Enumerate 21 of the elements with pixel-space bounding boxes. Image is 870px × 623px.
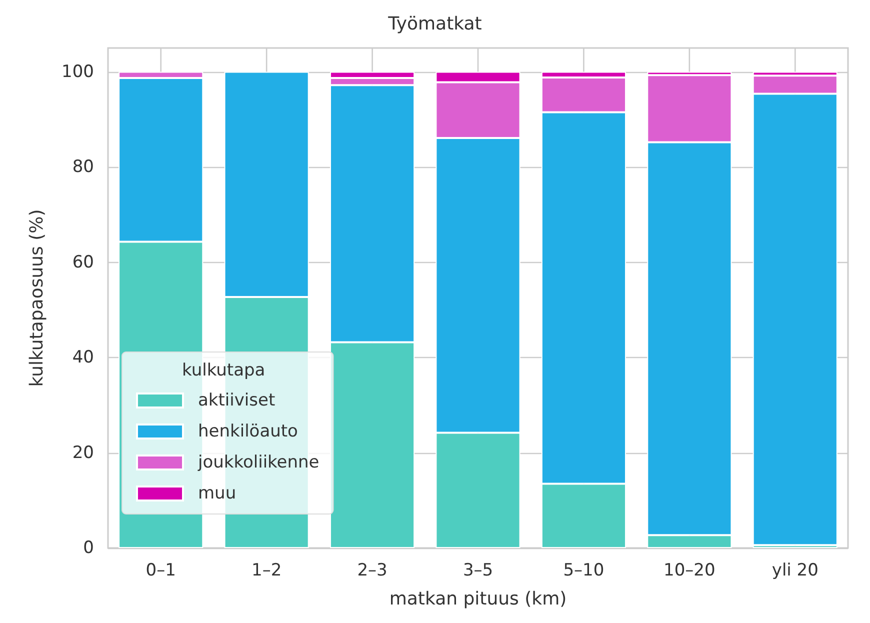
y-tick-label: 80 xyxy=(72,157,94,178)
x-tick-label: 5–10 xyxy=(563,560,604,580)
y-tick-label: 20 xyxy=(72,442,94,463)
legend-label: henkilöauto xyxy=(198,422,298,442)
legend-label: muu xyxy=(198,484,236,504)
x-axis-title: matkan pituus (km) xyxy=(389,588,567,610)
y-axis-title: kulkutapaosuus (%) xyxy=(26,209,48,387)
x-tick-label: yli 20 xyxy=(772,560,818,580)
y-tick-label: 40 xyxy=(72,348,94,368)
chart-title: Työmatkat xyxy=(387,14,482,34)
legend-title: kulkutapa xyxy=(182,360,266,380)
x-tick-label: 2–3 xyxy=(357,560,388,580)
legend-label: joukkoliikenne xyxy=(197,452,320,472)
legend-label: aktiiviset xyxy=(198,390,276,410)
y-tick-label: 60 xyxy=(72,252,94,272)
x-tick-label: 0–1 xyxy=(146,560,176,580)
x-tick-label: 10–20 xyxy=(664,560,716,580)
x-tick-label: 3–5 xyxy=(462,560,494,580)
y-tick-label: 0 xyxy=(83,538,94,558)
x-tick-label: 1–2 xyxy=(252,560,282,580)
y-tick-label: 100 xyxy=(62,62,94,82)
